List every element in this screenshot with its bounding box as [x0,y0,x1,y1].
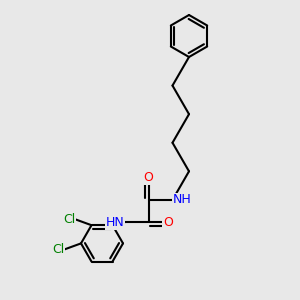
Text: Cl: Cl [52,243,64,256]
Text: Cl: Cl [63,213,75,226]
Text: O: O [144,171,153,184]
Text: NH: NH [172,194,191,206]
Text: HN: HN [106,216,124,229]
Text: O: O [163,216,173,229]
